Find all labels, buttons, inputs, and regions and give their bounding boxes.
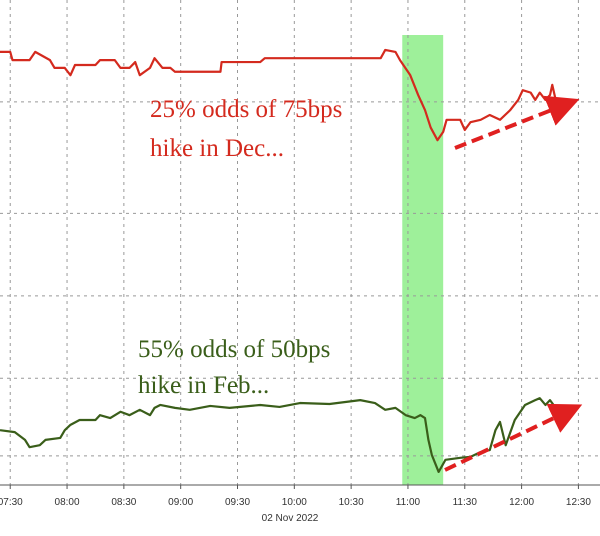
- x-tick-label: 10:30: [339, 497, 364, 508]
- lines: [0, 48, 557, 474]
- annotation: hike in Feb...: [138, 372, 269, 399]
- x-tick-label: 11:00: [396, 497, 421, 508]
- trend-arrow: [444, 403, 583, 472]
- x-tick-label: 08:00: [55, 497, 80, 508]
- annotation: hike in Dec...: [150, 135, 284, 162]
- series-line: [0, 48, 557, 142]
- x-tick-label: 09:30: [225, 497, 250, 508]
- x-axis-label: 02 Nov 2022: [262, 513, 319, 524]
- x-tick-label: 12:30: [566, 497, 591, 508]
- trend-arrow: [454, 95, 580, 150]
- x-tick-label: 12:00: [509, 497, 534, 508]
- series-line: [0, 397, 557, 474]
- grid: [0, 0, 600, 489]
- annotation: 55% odds of 50bps: [138, 336, 330, 363]
- background: [402, 35, 444, 485]
- x-tick-label: 07:30: [0, 497, 23, 508]
- x-tick-label: 11:30: [453, 497, 478, 508]
- x-tick-label: 09:00: [168, 497, 193, 508]
- highlight-band: [402, 35, 444, 485]
- annotation: 25% odds of 75bps: [150, 96, 342, 123]
- x-tick-label: 08:30: [111, 497, 136, 508]
- x-tick-label: 10:00: [282, 497, 307, 508]
